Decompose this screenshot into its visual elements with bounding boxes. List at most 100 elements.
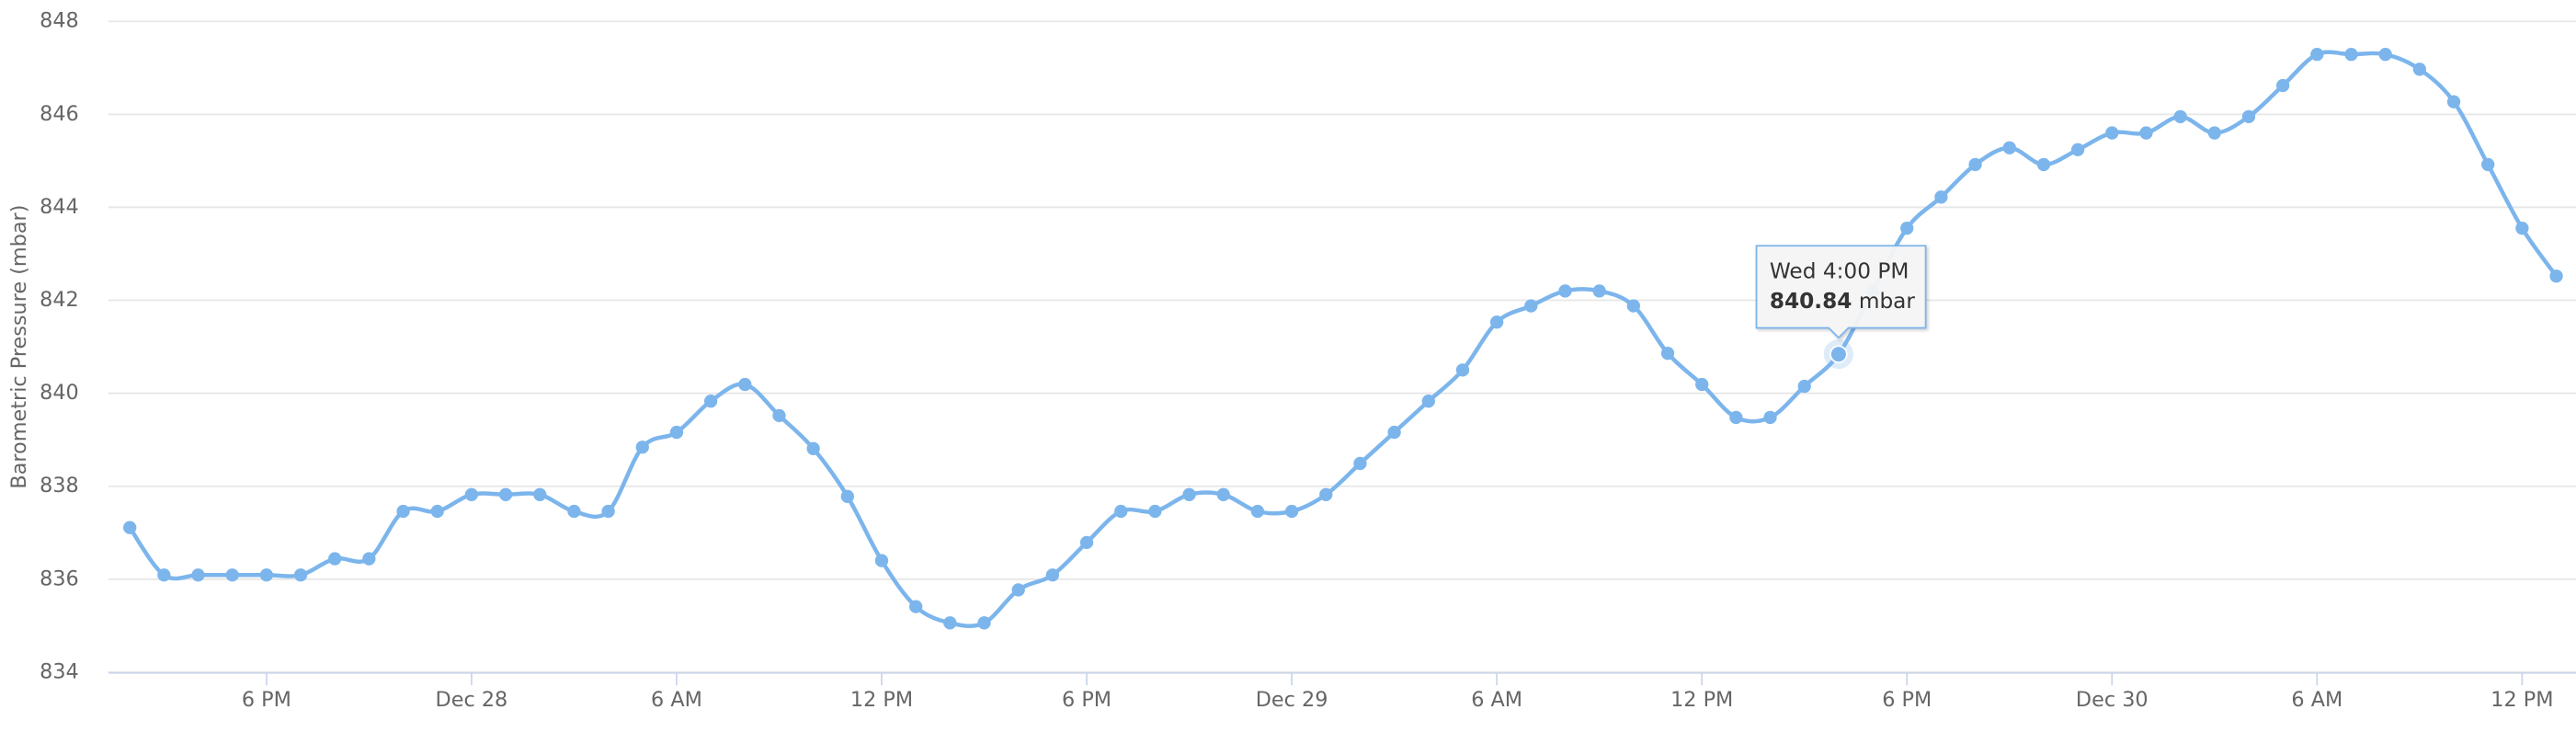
tooltip-box [1755, 245, 1927, 339]
y-tick-label: 844 [40, 195, 79, 219]
point [1900, 222, 1914, 235]
point [909, 600, 923, 613]
point [2002, 141, 2016, 155]
tooltip-unit: mbar [1859, 288, 1916, 313]
x-tick-label: 6 PM [1062, 688, 1111, 712]
point [1763, 410, 1777, 425]
point [225, 568, 239, 582]
point [533, 487, 547, 501]
x-tick-label: 12 PM [850, 688, 913, 712]
point [1592, 284, 1606, 298]
point [874, 554, 889, 567]
point [2310, 47, 2324, 62]
y-tick-label: 834 [40, 659, 79, 683]
point [703, 395, 718, 408]
point [1045, 568, 1060, 582]
point [1729, 410, 1743, 425]
point [1079, 535, 1094, 550]
point [2036, 157, 2051, 172]
point [2105, 126, 2119, 140]
y-tick-label: 846 [40, 102, 79, 126]
point [464, 487, 479, 501]
point [601, 504, 615, 519]
x-tick-label: 6 AM [651, 688, 702, 712]
point [2241, 109, 2256, 124]
y-axis-title: Barometric Pressure (mbar) [7, 205, 31, 489]
point [806, 441, 820, 455]
point [396, 504, 410, 519]
point [1934, 190, 1948, 204]
point [2344, 47, 2358, 62]
x-tick-label: Dec 29 [1256, 688, 1328, 712]
tooltip-label: Wed 4:00 PM [1770, 258, 1909, 283]
y-tick-label: 848 [40, 9, 79, 33]
point [1387, 425, 1401, 440]
point [669, 425, 684, 440]
point [1319, 487, 1333, 501]
point [738, 377, 752, 392]
point [1626, 299, 1640, 313]
x-tick-label: 12 PM [1670, 688, 1733, 712]
point [1455, 363, 1470, 377]
point [2549, 269, 2563, 283]
point [2481, 157, 2495, 172]
point [977, 616, 991, 630]
point [2207, 126, 2221, 140]
point [498, 487, 513, 501]
x-tick-label: 12 PM [2491, 688, 2553, 712]
point [1284, 504, 1299, 519]
point [430, 504, 444, 519]
point [293, 568, 308, 582]
point [1250, 504, 1265, 519]
point [2378, 47, 2392, 62]
point [2070, 143, 2085, 156]
point [772, 408, 786, 423]
point [1797, 379, 1811, 394]
hover-point [1829, 345, 1848, 363]
y-tick-label: 842 [40, 288, 79, 312]
y-tick-label: 836 [40, 567, 79, 590]
y-tick-label: 840 [40, 381, 79, 405]
x-tick-label: Dec 30 [2076, 688, 2149, 712]
x-tick-label: 6 PM [1882, 688, 1932, 712]
point [191, 568, 205, 582]
point [1490, 315, 1504, 329]
point [1524, 299, 1538, 313]
point [1660, 346, 1675, 361]
x-tick-label: 6 PM [242, 688, 291, 712]
tooltip-number: 840.84 [1770, 288, 1852, 313]
point [2173, 109, 2187, 124]
point [567, 504, 581, 519]
point [1011, 583, 1025, 597]
point [362, 552, 376, 566]
tooltip-value: 840.84 mbar [1770, 288, 1916, 313]
point [635, 441, 649, 454]
point [1182, 487, 1196, 501]
point [2139, 126, 2153, 140]
point [1353, 456, 1367, 471]
point [1114, 504, 1128, 519]
point [1695, 377, 1709, 392]
point [2276, 78, 2290, 93]
x-tick-label: 6 AM [1471, 688, 1522, 712]
tooltip: Wed 4:00 PM 840.84 mbar [1755, 245, 1927, 339]
point [1421, 395, 1435, 408]
point [328, 552, 342, 566]
point [1216, 487, 1230, 501]
point [840, 489, 854, 503]
x-tick-label: 6 AM [2291, 688, 2342, 712]
point [943, 616, 957, 630]
point [259, 568, 274, 582]
line [128, 50, 2559, 628]
point [123, 521, 137, 534]
point [2446, 95, 2461, 109]
point [2412, 63, 2427, 76]
point [1558, 284, 1572, 298]
point [2515, 222, 2529, 235]
point [1148, 504, 1162, 519]
point [1968, 157, 1982, 172]
point [157, 568, 171, 582]
y-tick-label: 838 [40, 474, 79, 498]
x-tick-label: Dec 28 [436, 688, 508, 712]
